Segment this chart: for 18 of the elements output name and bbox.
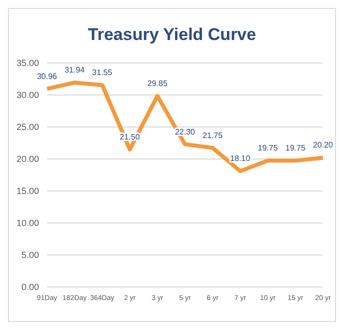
y-tick-label: 30.00 <box>16 90 39 100</box>
data-label: 19.75 <box>285 144 306 153</box>
data-label: 19.75 <box>258 144 278 153</box>
y-tick-label: 35.00 <box>16 58 39 68</box>
chart-title: Treasury Yield Curve <box>86 25 258 46</box>
y-tick-label: 20.00 <box>16 154 39 164</box>
y-tick-label: 10.00 <box>16 218 39 228</box>
data-label: 31.94 <box>64 66 86 75</box>
data-label: 30.96 <box>36 72 58 81</box>
y-tick-label: 25.00 <box>16 122 39 132</box>
data-label: 20.20 <box>312 140 334 150</box>
data-label: 31.55 <box>92 68 113 78</box>
data-label: 18.10 <box>230 154 251 164</box>
data-label: 29.85 <box>147 78 168 88</box>
data-label: 21.75 <box>202 130 224 140</box>
y-tick-label: 5.00 <box>21 250 39 260</box>
y-tick-label: 0.00 <box>21 282 39 292</box>
y-tick-label: 15.00 <box>16 186 39 196</box>
